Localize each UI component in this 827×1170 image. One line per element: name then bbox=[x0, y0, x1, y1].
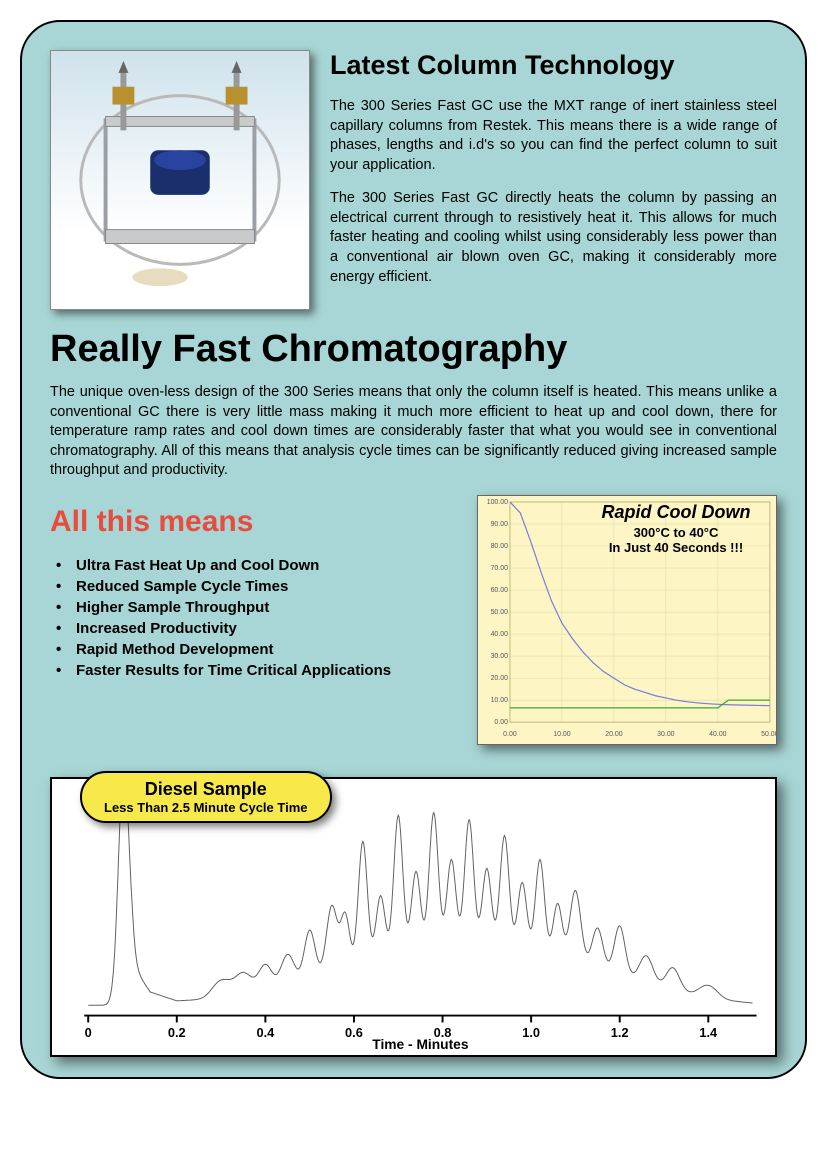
benefit-item: Ultra Fast Heat Up and Cool Down bbox=[56, 555, 463, 576]
svg-text:0.00: 0.00 bbox=[494, 719, 508, 726]
svg-text:1.2: 1.2 bbox=[611, 1025, 629, 1040]
benefit-item: Rapid Method Development bbox=[56, 639, 463, 660]
svg-text:0.6: 0.6 bbox=[345, 1025, 363, 1040]
svg-text:80.00: 80.00 bbox=[491, 543, 509, 550]
svg-text:1.0: 1.0 bbox=[522, 1025, 540, 1040]
diesel-label: Diesel Sample Less Than 2.5 Minute Cycle… bbox=[80, 771, 332, 823]
benefit-item: Faster Results for Time Critical Applica… bbox=[56, 660, 463, 681]
diesel-label-line2: Less Than 2.5 Minute Cycle Time bbox=[104, 800, 308, 815]
svg-text:0: 0 bbox=[85, 1025, 92, 1040]
benefits-list: Ultra Fast Heat Up and Cool DownReduced … bbox=[50, 555, 463, 681]
red-heading: All this means bbox=[50, 505, 463, 539]
top-paragraph-2: The 300 Series Fast GC directly heats th… bbox=[330, 189, 777, 287]
svg-text:50.00: 50.00 bbox=[761, 731, 776, 738]
brochure-page: Latest Column Technology The 300 Series … bbox=[20, 20, 807, 1079]
svg-text:40.00: 40.00 bbox=[709, 731, 727, 738]
top-text-column: Latest Column Technology The 300 Series … bbox=[330, 50, 777, 310]
svg-text:10.00: 10.00 bbox=[491, 697, 509, 704]
main-heading: Really Fast Chromatography bbox=[50, 328, 777, 371]
svg-text:30.00: 30.00 bbox=[491, 653, 509, 660]
svg-text:20.00: 20.00 bbox=[605, 731, 623, 738]
benefits-column: All this means Ultra Fast Heat Up and Co… bbox=[50, 495, 463, 681]
product-photo bbox=[50, 50, 310, 310]
cool-chart-title-block: Rapid Cool Down 300°C to 40°C In Just 40… bbox=[586, 502, 766, 555]
benefit-item: Reduced Sample Cycle Times bbox=[56, 576, 463, 597]
mid-row: All this means Ultra Fast Heat Up and Co… bbox=[50, 495, 777, 745]
cool-down-chart: 0.00 10.00 20.00 30.00 40.00 50.00 60.00 70.00 8… bbox=[477, 495, 777, 745]
svg-text:0.2: 0.2 bbox=[168, 1025, 186, 1040]
top-paragraph-1: The 300 Series Fast GC use the MXT range… bbox=[330, 97, 777, 175]
diesel-block: Diesel Sample Less Than 2.5 Minute Cycle… bbox=[50, 777, 777, 1057]
svg-text:0.4: 0.4 bbox=[256, 1025, 275, 1040]
svg-text:50.00: 50.00 bbox=[491, 609, 509, 616]
main-paragraph: The unique oven-less design of the 300 S… bbox=[50, 383, 777, 481]
svg-text:10.00: 10.00 bbox=[553, 731, 571, 738]
section-heading-latest: Latest Column Technology bbox=[330, 50, 777, 81]
diesel-label-line1: Diesel Sample bbox=[104, 779, 308, 800]
svg-text:90.00: 90.00 bbox=[491, 521, 509, 528]
svg-text:Time - Minutes: Time - Minutes bbox=[372, 1037, 469, 1052]
benefit-item: Higher Sample Throughput bbox=[56, 597, 463, 618]
cool-chart-title: Rapid Cool Down bbox=[586, 502, 766, 523]
svg-text:100.00: 100.00 bbox=[487, 499, 508, 506]
svg-text:30.00: 30.00 bbox=[657, 731, 675, 738]
svg-text:40.00: 40.00 bbox=[491, 631, 509, 638]
benefit-item: Increased Productivity bbox=[56, 618, 463, 639]
top-section: Latest Column Technology The 300 Series … bbox=[50, 50, 777, 310]
svg-text:20.00: 20.00 bbox=[491, 675, 509, 682]
cool-chart-subtitle-2: In Just 40 Seconds !!! bbox=[586, 540, 766, 555]
cool-chart-subtitle-1: 300°C to 40°C bbox=[586, 525, 766, 540]
svg-text:70.00: 70.00 bbox=[491, 565, 509, 572]
svg-text:0.00: 0.00 bbox=[503, 731, 517, 738]
svg-text:60.00: 60.00 bbox=[491, 587, 509, 594]
svg-text:1.4: 1.4 bbox=[699, 1025, 718, 1040]
